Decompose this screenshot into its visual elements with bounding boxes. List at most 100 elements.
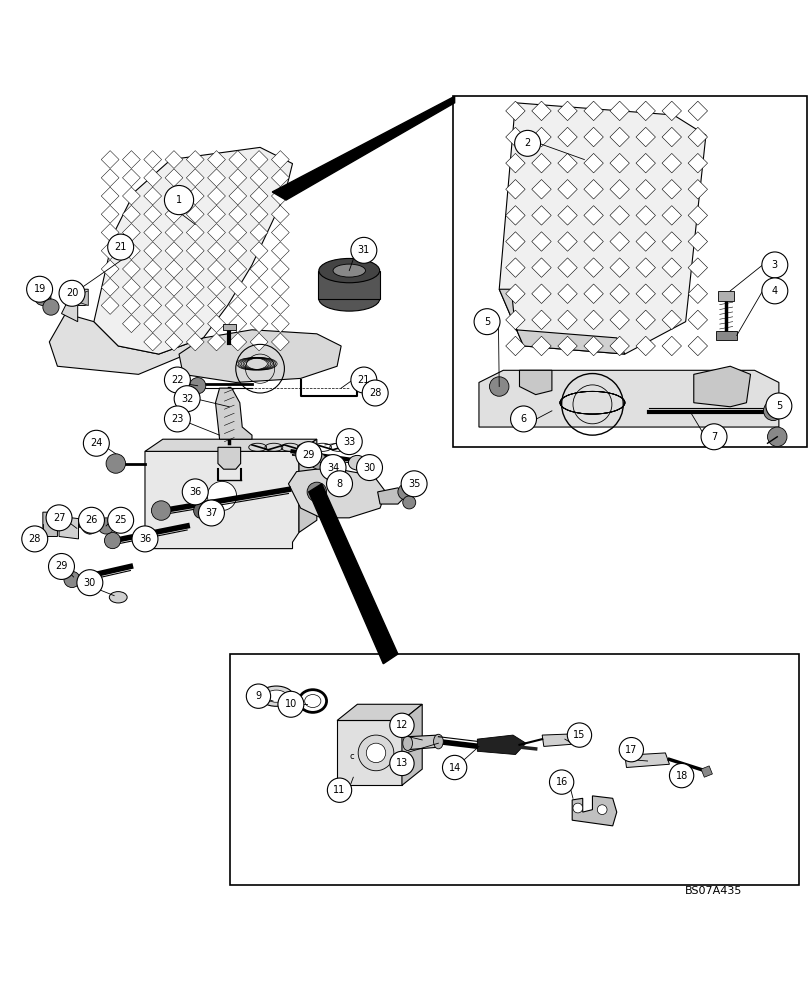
Text: 28: 28 xyxy=(368,388,381,398)
Polygon shape xyxy=(531,232,551,251)
Polygon shape xyxy=(505,336,525,356)
Circle shape xyxy=(310,453,326,469)
Text: 30: 30 xyxy=(363,463,375,473)
Polygon shape xyxy=(144,187,161,205)
Polygon shape xyxy=(122,205,140,223)
Circle shape xyxy=(573,803,582,813)
Circle shape xyxy=(356,455,382,481)
Text: 19: 19 xyxy=(33,284,45,294)
Polygon shape xyxy=(165,333,182,351)
Polygon shape xyxy=(661,206,680,225)
Polygon shape xyxy=(271,333,289,351)
Polygon shape xyxy=(337,704,422,720)
Polygon shape xyxy=(505,232,525,251)
Circle shape xyxy=(152,501,170,520)
Polygon shape xyxy=(700,766,711,777)
Circle shape xyxy=(165,406,190,432)
Polygon shape xyxy=(687,127,706,147)
Polygon shape xyxy=(250,260,268,278)
Polygon shape xyxy=(229,297,247,314)
Polygon shape xyxy=(583,180,603,199)
Ellipse shape xyxy=(259,686,293,706)
Circle shape xyxy=(362,380,388,406)
Polygon shape xyxy=(401,704,422,785)
Polygon shape xyxy=(144,224,161,241)
Text: 25: 25 xyxy=(114,515,127,525)
Polygon shape xyxy=(208,151,225,168)
Polygon shape xyxy=(687,336,706,356)
Polygon shape xyxy=(250,242,268,260)
Polygon shape xyxy=(557,127,577,147)
Polygon shape xyxy=(144,205,161,223)
Circle shape xyxy=(193,502,209,519)
Polygon shape xyxy=(165,260,182,278)
Bar xyxy=(453,96,806,447)
Polygon shape xyxy=(101,187,119,205)
Text: 23: 23 xyxy=(171,414,183,424)
Polygon shape xyxy=(635,258,654,277)
Polygon shape xyxy=(186,151,204,168)
Polygon shape xyxy=(122,242,140,260)
Polygon shape xyxy=(477,735,526,755)
Circle shape xyxy=(182,479,208,505)
Circle shape xyxy=(22,526,48,552)
Polygon shape xyxy=(635,336,654,356)
Polygon shape xyxy=(186,242,204,260)
Polygon shape xyxy=(609,180,629,199)
Polygon shape xyxy=(101,260,119,278)
Polygon shape xyxy=(101,151,119,168)
Circle shape xyxy=(49,554,75,579)
Polygon shape xyxy=(661,258,680,277)
Polygon shape xyxy=(208,297,225,314)
Circle shape xyxy=(668,763,693,788)
Polygon shape xyxy=(271,205,289,223)
Text: 31: 31 xyxy=(358,245,370,255)
Circle shape xyxy=(189,378,205,394)
Text: 33: 33 xyxy=(343,437,355,447)
Ellipse shape xyxy=(402,736,412,750)
Circle shape xyxy=(397,484,414,500)
Polygon shape xyxy=(49,314,203,374)
Polygon shape xyxy=(609,206,629,225)
Polygon shape xyxy=(208,315,225,333)
Text: 17: 17 xyxy=(624,745,637,755)
Circle shape xyxy=(84,430,109,456)
Polygon shape xyxy=(271,315,289,333)
Polygon shape xyxy=(609,258,629,277)
Circle shape xyxy=(489,377,508,396)
Circle shape xyxy=(108,507,134,533)
Circle shape xyxy=(35,289,51,305)
Polygon shape xyxy=(229,169,247,187)
Polygon shape xyxy=(661,180,680,199)
Circle shape xyxy=(79,507,105,533)
Circle shape xyxy=(307,482,326,502)
Polygon shape xyxy=(186,278,204,296)
Polygon shape xyxy=(531,101,551,121)
Polygon shape xyxy=(583,232,603,251)
Polygon shape xyxy=(229,187,247,205)
Polygon shape xyxy=(661,232,680,251)
Text: 2: 2 xyxy=(524,138,530,148)
Text: 16: 16 xyxy=(555,777,567,787)
Polygon shape xyxy=(250,278,268,296)
Circle shape xyxy=(549,770,573,794)
Circle shape xyxy=(389,751,414,776)
Polygon shape xyxy=(229,151,247,168)
Polygon shape xyxy=(215,388,251,439)
Polygon shape xyxy=(687,258,706,277)
Polygon shape xyxy=(229,278,247,296)
Polygon shape xyxy=(59,516,79,539)
Polygon shape xyxy=(271,187,289,205)
Text: 29: 29 xyxy=(303,450,315,460)
Text: 5: 5 xyxy=(483,317,490,327)
Circle shape xyxy=(27,276,53,302)
Polygon shape xyxy=(165,151,182,168)
Polygon shape xyxy=(609,127,629,147)
Polygon shape xyxy=(499,103,705,354)
Polygon shape xyxy=(661,127,680,147)
Text: 3: 3 xyxy=(770,260,777,270)
Circle shape xyxy=(82,518,98,534)
Circle shape xyxy=(106,454,126,473)
Text: 27: 27 xyxy=(53,513,65,523)
Polygon shape xyxy=(186,169,204,187)
